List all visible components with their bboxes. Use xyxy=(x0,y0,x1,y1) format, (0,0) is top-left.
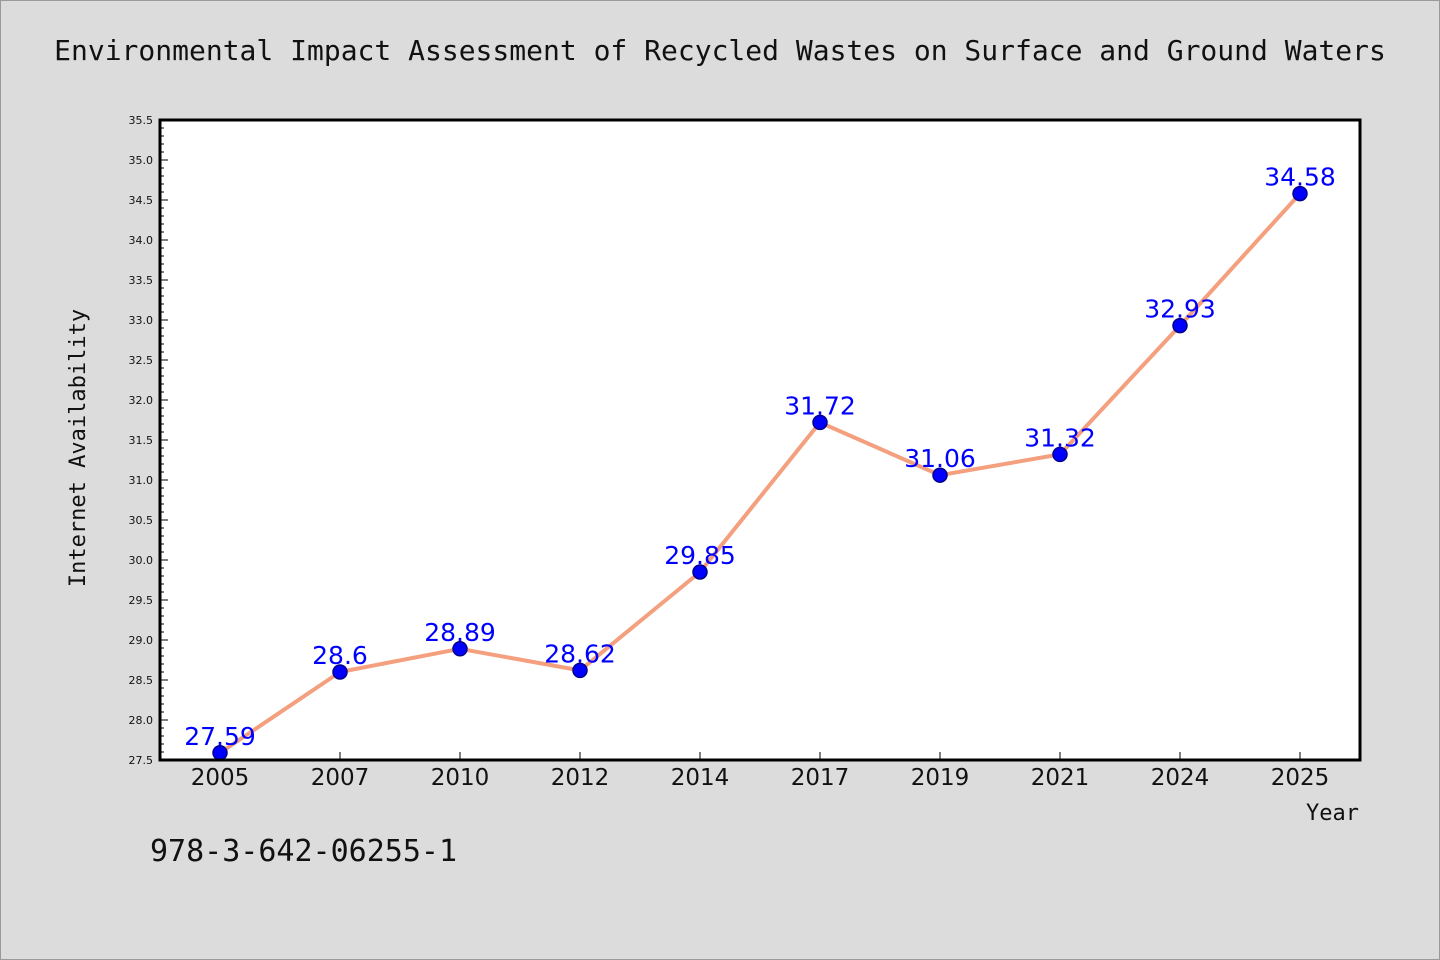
y-tick-label: 33.5 xyxy=(129,274,154,287)
y-tick-label: 32.0 xyxy=(129,394,154,407)
data-label: 28.6 xyxy=(312,641,368,670)
y-tick-label: 33.0 xyxy=(129,314,154,327)
data-point xyxy=(452,641,468,657)
series-markers xyxy=(212,185,1308,761)
y-tick-label: 30.5 xyxy=(129,514,154,527)
x-axis-ticks: 2005 2007 2010 2012 2014 2017 2019 2021 2024 2025 xyxy=(191,752,1330,791)
data-point xyxy=(1052,446,1068,463)
x-axis-label: Year xyxy=(1306,801,1359,826)
chart-title: Environmental Impact Assessment of Recyc… xyxy=(54,34,1386,67)
y-tick-label: 35.5 xyxy=(129,114,154,127)
plot-border xyxy=(158,118,1362,762)
data-label: 31.06 xyxy=(904,444,976,473)
data-point xyxy=(1172,317,1188,334)
data-point xyxy=(1292,185,1308,202)
data-labels: 27.59 28.6 28.89 28.62 29.85 31.72 31.06 31.32 3… xyxy=(184,163,1336,751)
y-tick-label: 28.0 xyxy=(129,714,154,727)
y-tick-label: 28.5 xyxy=(129,674,154,687)
y-axis-label: Internet Availability xyxy=(66,309,91,587)
y-tick-label: 31.0 xyxy=(129,474,154,487)
data-point xyxy=(332,664,348,680)
data-point xyxy=(692,564,708,580)
y-tick-label: 30.0 xyxy=(129,554,154,567)
data-label: 34.58 xyxy=(1264,163,1336,192)
y-tick-label: 29.0 xyxy=(129,634,154,647)
plot-area xyxy=(160,120,1360,760)
data-label: 31.72 xyxy=(784,391,856,420)
data-label: 28.89 xyxy=(424,618,496,647)
x-tick-label: 2007 xyxy=(311,765,370,791)
x-tick-label: 2017 xyxy=(791,765,850,791)
data-point xyxy=(932,467,948,483)
x-tick-label: 2024 xyxy=(1151,765,1210,791)
data-label: 29.85 xyxy=(664,541,736,570)
data-point xyxy=(572,662,588,679)
x-tick-label: 2010 xyxy=(431,765,490,791)
data-label: 28.62 xyxy=(544,639,616,668)
y-tick-label: 29.5 xyxy=(129,594,154,607)
y-tick-label: 35.0 xyxy=(129,154,154,167)
data-label: 32.93 xyxy=(1144,295,1216,324)
y-tick-label: 31.5 xyxy=(129,434,154,447)
y-tick-label: 34.5 xyxy=(129,194,154,207)
x-tick-label: 2021 xyxy=(1031,765,1090,791)
data-label: 27.59 xyxy=(184,722,256,751)
x-tick-label: 2014 xyxy=(671,765,730,791)
data-label: 31.32 xyxy=(1024,423,1096,452)
y-tick-label: 27.5 xyxy=(129,754,154,767)
y-tick-label: 32.5 xyxy=(129,354,154,367)
x-tick-label: 2025 xyxy=(1271,765,1330,791)
y-tick-label: 34.0 xyxy=(129,234,154,247)
x-tick-label: 2012 xyxy=(551,765,610,791)
footer-code: 978-3-642-06255-1 xyxy=(150,834,458,869)
data-point xyxy=(812,414,828,431)
x-tick-label: 2005 xyxy=(191,765,250,791)
x-tick-label: 2019 xyxy=(911,765,970,791)
series-line xyxy=(218,191,1302,755)
